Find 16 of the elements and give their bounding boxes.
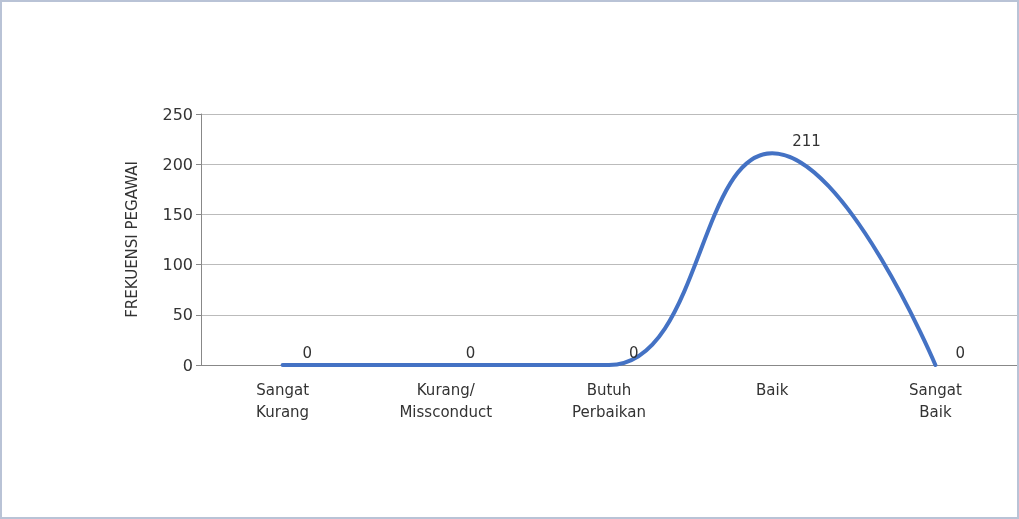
y-tick-label: 50	[172, 305, 193, 325]
x-tick-label: Sangat Baik	[908, 381, 962, 421]
x-tick-label: Baik	[756, 381, 789, 399]
data-label: 0	[955, 344, 965, 362]
data-label: 0	[465, 344, 476, 362]
data-label: 0	[302, 344, 313, 362]
x-tick-label: Sangat Kurang	[256, 381, 310, 421]
data-label: 211	[792, 132, 821, 151]
y-axis-title: FREKUENSI PEGAWAI	[122, 161, 141, 318]
y-tick-label: 0	[182, 355, 193, 375]
x-tick-label: Kurang/ Missconduct	[399, 381, 493, 421]
y-tick-label: 200	[162, 154, 193, 174]
y-tick-label: 250	[162, 104, 193, 124]
x-tick-label: Butuh Perbaikan	[572, 381, 646, 421]
y-tick-label: 150	[162, 204, 193, 224]
y-tick-label: 100	[162, 255, 193, 275]
